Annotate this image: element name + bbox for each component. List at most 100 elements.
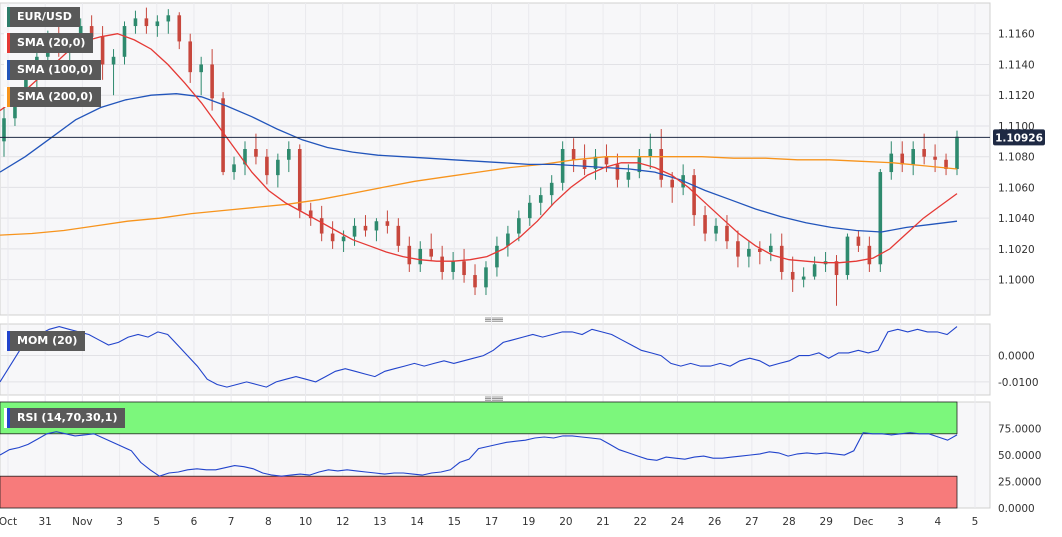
x-tick-label: 4: [934, 516, 941, 528]
candle-body: [659, 149, 664, 180]
x-tick-label: 20: [559, 516, 572, 528]
candle-body: [462, 261, 466, 276]
x-tick-label: Oct: [0, 516, 17, 528]
candle-body: [287, 149, 291, 160]
candle-body: [188, 41, 193, 73]
x-tick-label: Dec: [853, 516, 874, 528]
x-tick-label: 6: [191, 516, 198, 528]
candle-body: [725, 225, 729, 242]
candle-body: [254, 149, 258, 157]
x-tick-label: 3: [897, 516, 904, 528]
sma100-line: [0, 93, 958, 233]
x-tick-label: 17: [485, 516, 498, 528]
candle-body: [517, 218, 521, 234]
candle-body: [900, 153, 905, 165]
candle-body: [210, 64, 214, 99]
price-tick-label: 1.1140: [998, 59, 1035, 71]
candle-body: [276, 159, 280, 176]
x-tick-label: 5: [153, 516, 160, 528]
candle-body: [834, 261, 839, 276]
price-tick-label: 1.1160: [998, 29, 1035, 41]
candle-body: [527, 202, 532, 219]
x-tick-label: 29: [820, 516, 833, 528]
x-tick-label: 27: [745, 516, 758, 528]
candle-body: [473, 275, 477, 288]
candle-body: [166, 15, 171, 22]
x-tick-label: 10: [299, 516, 312, 528]
x-tick-label: 15: [448, 516, 461, 528]
legend-rsi-label: RSI (14,70,30,1): [17, 411, 118, 424]
mom-tick-label: -0.0100: [998, 377, 1039, 389]
candle-body: [801, 276, 806, 280]
candle-body: [265, 156, 269, 176]
legend-sma200-label: SMA (200,0): [17, 90, 94, 103]
candle-body: [747, 248, 751, 257]
candle-body: [232, 164, 236, 173]
candle-body: [122, 26, 127, 57]
candle-body: [790, 271, 795, 280]
candle-body: [144, 18, 149, 27]
candle-body: [341, 236, 346, 242]
candle-body: [736, 241, 740, 257]
candle-body: [538, 195, 543, 203]
x-tick-label: 28: [782, 516, 795, 528]
x-tick-label: 8: [265, 516, 272, 528]
candle-body: [812, 264, 817, 277]
candle-body: [506, 233, 510, 246]
candle-body: [637, 156, 642, 173]
candle-body: [549, 182, 554, 196]
price-tick-label: 1.1080: [998, 152, 1035, 164]
x-tick-label: 22: [634, 516, 647, 528]
candle-body: [407, 245, 412, 265]
x-tick-label: 26: [708, 516, 722, 528]
candle-body: [451, 261, 455, 272]
legend-sma200[interactable]: SMA (200,0): [4, 87, 102, 107]
candle-body: [177, 15, 182, 42]
price-tick-label: 1.1020: [998, 244, 1035, 256]
candle-body: [385, 221, 390, 226]
candle-body: [648, 149, 653, 157]
candle-body: [2, 118, 6, 142]
candle-body: [703, 215, 707, 234]
legend-mom-label: MOM (20): [17, 334, 78, 347]
sma20-line: [0, 33, 958, 264]
candle-body: [495, 245, 499, 268]
rsi-tick-label: 0.0000: [998, 503, 1035, 515]
x-tick-label: 13: [373, 516, 386, 528]
candle-body: [593, 156, 598, 169]
legend-mom[interactable]: MOM (20): [4, 331, 86, 351]
x-tick-label: 31: [39, 516, 52, 528]
price-panel-bg: [0, 2, 991, 316]
x-tick-label: 7: [228, 516, 235, 528]
price-tick-label: 1.1060: [998, 182, 1035, 194]
candle-body: [297, 149, 302, 211]
candle-body: [779, 245, 784, 272]
candle-body: [363, 225, 368, 231]
candle-body: [24, 76, 28, 96]
legend-symbol[interactable]: EUR/USD: [4, 7, 80, 27]
candle-body: [374, 221, 379, 231]
rsi-tick-label: 50.0000: [998, 450, 1041, 462]
x-tick-label: 3: [116, 516, 123, 528]
candle-body: [308, 210, 313, 219]
candle-body: [867, 245, 872, 265]
candle-body: [560, 149, 565, 183]
x-tick-label: 14: [410, 516, 424, 528]
candle-body: [670, 179, 674, 188]
legend-sma20-label: SMA (20,0): [17, 36, 86, 49]
legend-sma20[interactable]: SMA (20,0): [4, 33, 94, 53]
candle-body: [615, 164, 620, 180]
x-tick-label: Nov: [72, 516, 93, 528]
mom-tick-label: 0.0000: [998, 351, 1035, 363]
candle-body: [922, 149, 926, 157]
legend-sma100[interactable]: SMA (100,0): [4, 60, 102, 80]
mom-line: [0, 326, 958, 388]
candle-body: [878, 172, 883, 265]
legend-rsi[interactable]: RSI (14,70,30,1): [4, 408, 126, 428]
candle-body: [89, 26, 94, 37]
x-tick-label: 12: [336, 516, 349, 528]
x-tick-label: 21: [596, 516, 609, 528]
candle-body: [571, 149, 576, 160]
